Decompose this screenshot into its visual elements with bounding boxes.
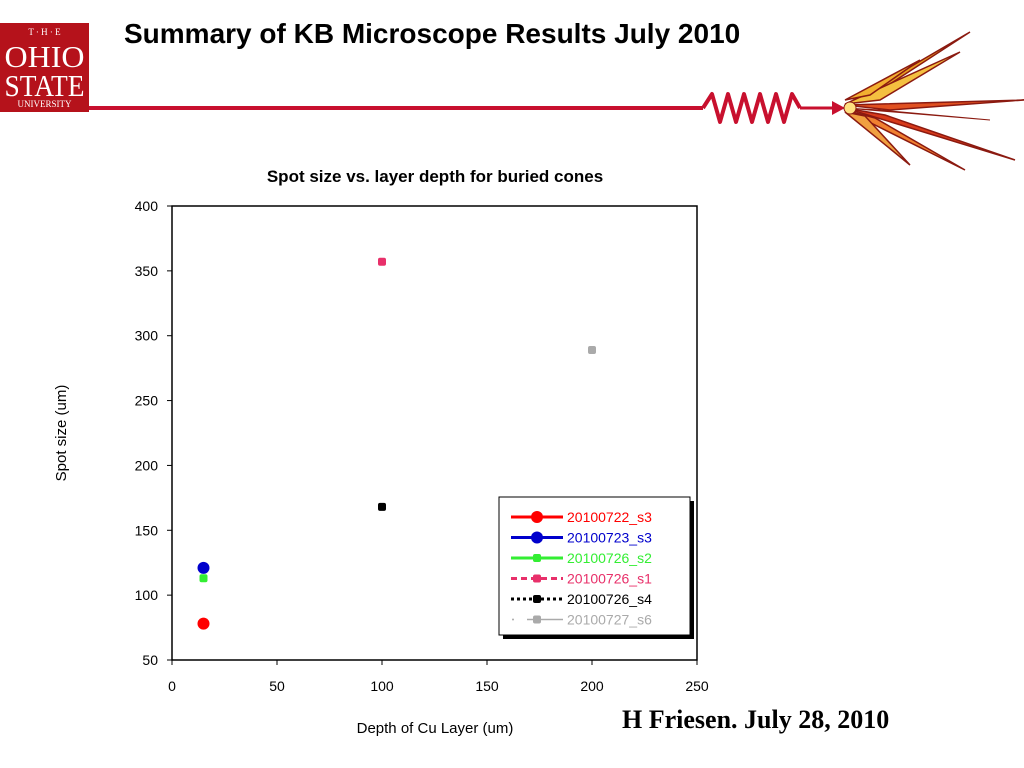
y-tick-label: 150 [135,522,159,538]
legend-items: 20100722_s3 20100723_s3 20100726_s2 2010072… [511,509,652,628]
legend-marker [533,615,541,624]
y-tick-label: 100 [135,587,159,603]
squiggle-decoration [701,92,802,124]
legend-label: 20100722_s3 [567,509,652,525]
x-tick-label: 150 [475,678,499,694]
x-axis-label: Depth of Cu Layer (um) [357,720,514,737]
svg-text:OHIO: OHIO [5,39,85,74]
svg-text:STATE: STATE [5,68,85,103]
y-tick-label: 300 [135,328,159,344]
y-axis-ticks: 50 100 150 200 250 300 350 400 [135,198,172,668]
legend: 20100722_s3 20100723_s3 20100726_s2 2010072… [498,496,694,639]
legend-marker [531,511,543,523]
starburst-icon [843,31,1024,171]
svg-text:T · H · E: T · H · E [28,27,61,37]
y-tick-label: 50 [142,652,158,668]
legend-marker [533,595,541,603]
x-tick-label: 200 [580,678,604,694]
y-tick-label: 400 [135,198,159,214]
data-point [197,617,210,630]
data-point [378,502,386,511]
legend-label: 20100726_s1 [567,571,652,587]
legend-label: 20100726_s2 [567,550,652,566]
scatter-chart: Spot size vs. layer depth for buried con… [53,167,709,737]
x-axis-ticks: 0 50 100 150 200 250 [168,660,709,694]
x-tick-label: 250 [685,678,709,694]
chart-title: Spot size vs. layer depth for buried con… [267,167,603,186]
legend-label: 20100723_s3 [567,530,652,546]
arrow-head-icon [832,101,845,115]
slide-title: Summary of KB Microscope Results July 20… [124,18,741,49]
university-logo: T · H · E OHIO STATE UNIVERSITY [0,23,89,112]
legend-label: 20100727_s6 [567,612,652,628]
data-point [588,345,596,354]
data-points [197,257,596,630]
footer-credit: H Friesen. July 28, 2010 [622,705,890,734]
y-tick-label: 200 [135,457,159,473]
data-point [197,561,210,574]
y-axis-label: Spot size (um) [53,385,70,482]
svg-text:UNIVERSITY: UNIVERSITY [18,99,72,109]
legend-marker [531,531,543,544]
x-tick-label: 100 [370,678,394,694]
legend-label: 20100726_s4 [567,591,652,607]
legend-marker [533,574,541,583]
legend-box [498,496,691,636]
x-tick-label: 0 [168,678,176,694]
legend-line [512,618,514,621]
y-tick-label: 250 [135,393,159,409]
data-point [378,257,386,266]
y-tick-label: 350 [135,263,159,279]
legend-marker [533,554,541,562]
data-point [199,574,208,583]
header-graphic [89,31,1024,171]
x-tick-label: 50 [269,678,285,694]
